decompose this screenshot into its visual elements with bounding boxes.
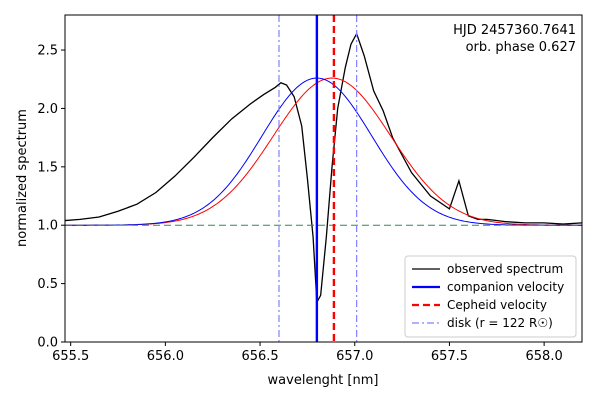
plot-lines — [65, 15, 582, 342]
legend-label-observed: observed spectrum — [447, 262, 563, 276]
x-tick-label: 658.0 — [526, 349, 563, 364]
legend-label-disk: disk (r = 122 R☉) — [447, 316, 553, 330]
series-gaussian-red-model — [65, 77, 582, 226]
y-tick-label: 2.0 — [37, 102, 58, 117]
series-observed-spectrum — [65, 32, 582, 305]
axis-ticks: 655.5 656.0 656.5 657.0 657.5 658.0 0.0 0.5 1.0 1… — [37, 44, 562, 364]
y-tick-label: 1.0 — [37, 219, 58, 234]
x-tick-label: 657.0 — [336, 349, 373, 364]
legend-label-companion: companion velocity — [447, 280, 564, 294]
y-tick-label: 0.0 — [37, 336, 58, 351]
x-axis-label: wavelenght [nm] — [268, 373, 379, 388]
annotation-orbital-phase: orb. phase 0.627 — [466, 40, 576, 55]
legend-box — [404, 255, 577, 338]
y-axis-label: normalized spectrum — [15, 109, 30, 247]
x-tick-label: 656.0 — [147, 349, 184, 364]
x-tick-label: 657.5 — [431, 349, 468, 364]
annotation-hjd: HJD 2457360.7641 — [453, 23, 576, 38]
x-tick-label: 656.5 — [241, 349, 278, 364]
series-gaussian-blue-model — [65, 77, 582, 226]
y-tick-label: 1.5 — [37, 160, 58, 175]
plot-frame — [64, 14, 583, 343]
legend-label-cepheid: Cepheid velocity — [447, 298, 547, 312]
x-tick-label: 655.5 — [52, 349, 89, 364]
legend: observed spectrum companion velocity Cep… — [404, 255, 577, 338]
y-tick-label: 0.5 — [37, 277, 58, 292]
y-tick-label: 2.5 — [37, 44, 58, 59]
